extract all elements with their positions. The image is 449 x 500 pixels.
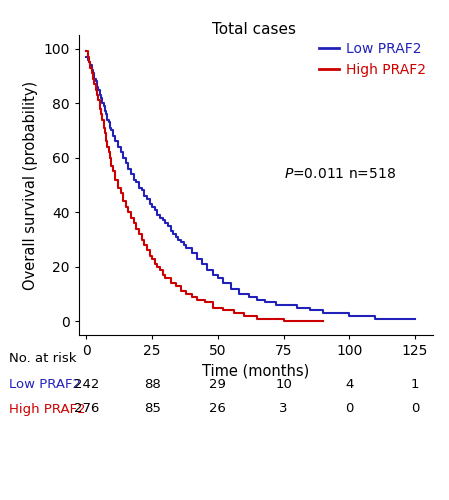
Text: 4: 4 xyxy=(345,378,353,390)
Text: $\it{P}$=0.011 n=518: $\it{P}$=0.011 n=518 xyxy=(284,167,396,181)
X-axis label: Time (months): Time (months) xyxy=(202,364,309,378)
Text: 26: 26 xyxy=(209,402,226,415)
Text: 85: 85 xyxy=(144,402,161,415)
Text: 0: 0 xyxy=(411,402,419,415)
Legend: Low PRAF2, High PRAF2: Low PRAF2, High PRAF2 xyxy=(318,42,427,77)
Text: 1: 1 xyxy=(411,378,419,390)
Text: 88: 88 xyxy=(144,378,161,390)
Y-axis label: Overall survival (probability): Overall survival (probability) xyxy=(22,80,38,290)
Text: 0: 0 xyxy=(345,402,353,415)
Text: 242: 242 xyxy=(74,378,99,390)
Text: 10: 10 xyxy=(275,378,292,390)
Text: High PRAF2: High PRAF2 xyxy=(9,402,86,415)
Text: 3: 3 xyxy=(279,402,288,415)
Text: Total cases: Total cases xyxy=(211,22,296,38)
Text: 276: 276 xyxy=(74,402,99,415)
Text: No. at risk: No. at risk xyxy=(9,352,76,366)
Text: Low PRAF2: Low PRAF2 xyxy=(9,378,81,390)
Text: 29: 29 xyxy=(209,378,226,390)
